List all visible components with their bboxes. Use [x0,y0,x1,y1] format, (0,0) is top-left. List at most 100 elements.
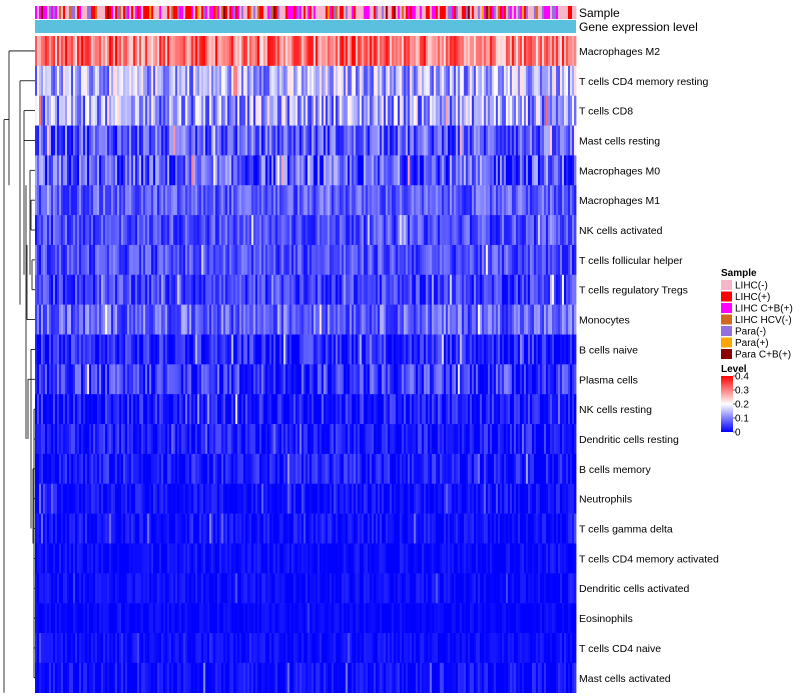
heatmap-cell [393,125,397,156]
heatmap-cell [185,155,188,186]
heatmap-cell [233,543,236,574]
sample-annotation-cell [395,6,399,19]
heatmap-cell [321,513,324,544]
heatmap-cell [253,36,256,67]
heatmap-cell [555,453,559,485]
heatmap-cell [343,155,346,186]
heatmap-cell [195,125,198,156]
heatmap-cell [231,36,234,67]
heatmap-cell [291,36,294,67]
heatmap-cell [451,155,455,186]
heatmap-cell [437,185,441,216]
heatmap-cell [113,513,116,544]
sample-annotation-cell [569,6,573,19]
heatmap-cell [355,453,358,485]
heatmap-cell [375,483,379,514]
heatmap-cell [45,453,48,485]
heatmap-cell [487,36,491,67]
heatmap-cell [553,394,557,425]
heatmap-cell [431,394,435,425]
heatmap-cell [149,155,152,186]
heatmap-cell [139,244,142,276]
heatmap-cell [109,513,112,544]
heatmap-cell [121,215,124,246]
heatmap-cell [51,304,54,335]
heatmap-cell [279,65,282,96]
heatmap-cell [35,125,38,156]
heatmap-cell [345,453,348,485]
heatmap-cell [105,334,108,365]
heatmap-cell [543,364,547,395]
heatmap-cell [153,334,156,365]
heatmap-cell [571,65,575,96]
heatmap-cell [279,155,282,186]
heatmap-cell [363,244,367,276]
heatmap-cell [87,95,90,126]
heatmap-cell [65,543,68,574]
heatmap-cell [211,65,214,96]
sample-annotation-cell [81,6,84,19]
heatmap-cell [39,274,42,305]
heatmap-cell [363,95,367,126]
heatmap-cell [351,453,354,485]
sample-annotation-cell [453,6,457,19]
heatmap-cell [309,185,312,216]
heatmap-cell [415,453,419,485]
heatmap-cell [211,125,214,156]
heatmap-cell [561,483,565,514]
heatmap-cell [173,95,176,126]
heatmap-cell [91,364,94,395]
heatmap-cell [137,185,140,216]
heatmap-cell [397,185,401,216]
heatmap-cell [445,424,449,455]
heatmap-cell [511,185,515,216]
heatmap-cell [365,215,369,246]
heatmap-cell [119,394,122,425]
heatmap-cell [407,304,411,335]
heatmap-cell [325,215,328,246]
heatmap-cell [109,543,112,574]
heatmap-cell [193,36,196,67]
heatmap-cell [367,125,371,156]
heatmap-cell [421,274,425,305]
heatmap-cell [453,215,457,246]
heatmap-cell [477,334,481,365]
heatmap-cell [563,36,567,67]
heatmap-cell [509,334,513,365]
heatmap-cell [183,244,186,276]
heatmap-cell [561,65,565,96]
heatmap-cell [195,453,198,485]
heatmap-cell [471,513,475,544]
sample-annotation-cell [61,6,64,19]
heatmap-cell [493,334,497,365]
heatmap-cell [227,424,230,455]
heatmap-cell [423,424,427,455]
heatmap-cell [353,513,356,544]
heatmap-cell [465,513,469,544]
heatmap-cell [437,424,441,455]
heatmap-cell [319,483,322,514]
heatmap-cell [313,95,316,126]
heatmap-cell [263,36,266,67]
heatmap-cell [297,125,300,156]
heatmap-cell [353,95,356,126]
heatmap-cell [341,95,344,126]
heatmap-cell [423,36,427,67]
heatmap-cell [315,36,318,67]
heatmap-cell [495,244,499,276]
heatmap-cell [87,274,90,305]
heatmap-cell [321,155,324,186]
heatmap-cell [149,215,152,246]
heatmap-cell [333,155,336,186]
heatmap-cell [365,65,369,96]
heatmap-cell [447,125,451,156]
heatmap-cell [437,274,441,305]
heatmap-cell [425,513,429,544]
heatmap-cell [309,244,312,276]
heatmap-cell [99,244,102,276]
heatmap-cell [349,36,352,67]
heatmap-cell [199,65,202,96]
heatmap-cell [253,65,256,96]
heatmap-cell [523,513,527,544]
heatmap-cell [189,394,192,425]
